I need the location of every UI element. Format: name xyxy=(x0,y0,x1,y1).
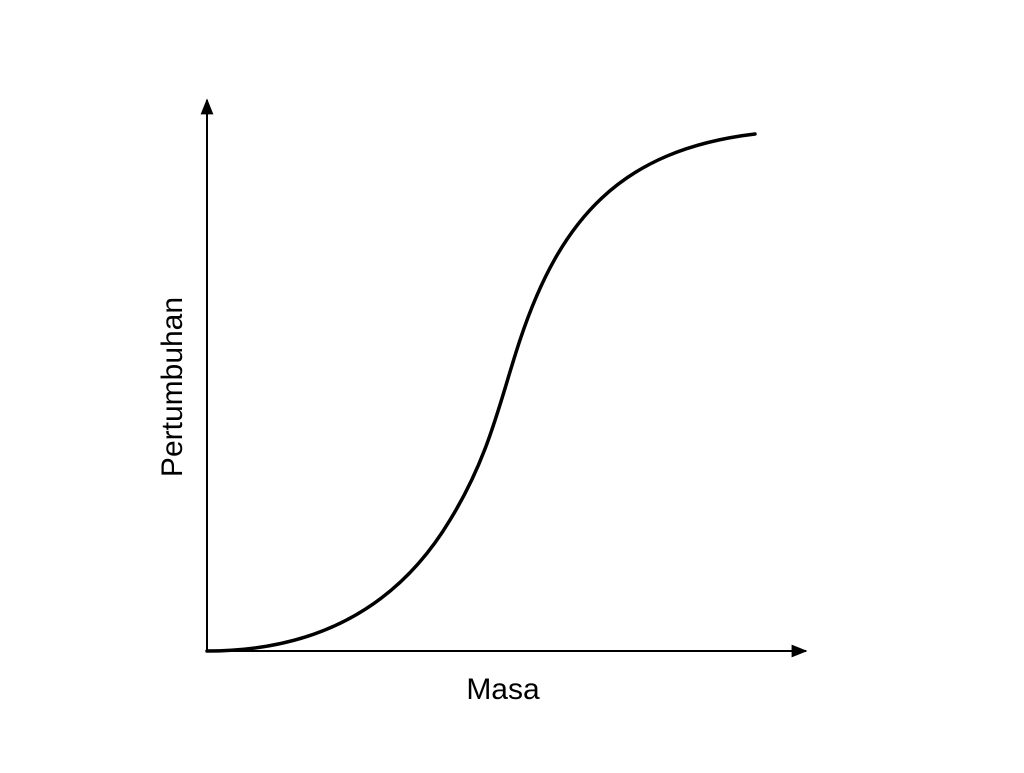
y-axis-label: Pertumbuhan xyxy=(156,297,189,477)
growth-curve xyxy=(205,132,757,653)
x-axis-label: Masa xyxy=(466,673,540,706)
